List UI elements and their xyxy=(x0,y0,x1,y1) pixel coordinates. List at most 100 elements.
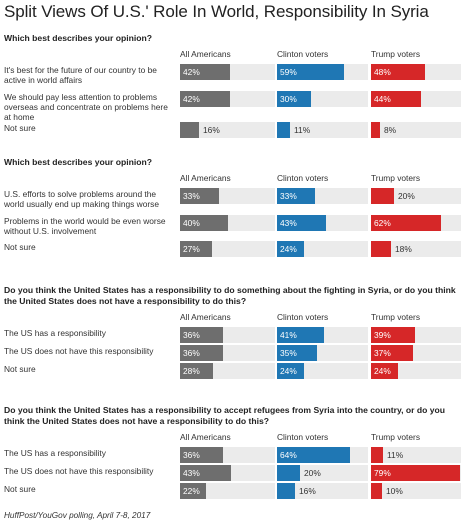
column-header: Clinton voters xyxy=(277,312,329,322)
bar xyxy=(371,345,413,361)
bar-track: 11% xyxy=(277,122,368,138)
row-label: U.S. efforts to solve problems around th… xyxy=(4,189,160,209)
bar-track: 42% xyxy=(180,64,275,80)
bar xyxy=(371,215,441,231)
data-label: 35% xyxy=(280,348,297,358)
data-label: 39% xyxy=(374,330,391,340)
data-label: 41% xyxy=(280,330,297,340)
data-label: 24% xyxy=(280,244,297,254)
bar-track: 62% xyxy=(371,215,461,231)
question-text: Which best describes your opinion? xyxy=(4,33,153,43)
bar xyxy=(180,327,223,343)
bar-track: 24% xyxy=(277,363,368,379)
bar xyxy=(180,363,213,379)
column-header: Clinton voters xyxy=(277,173,329,183)
bar xyxy=(277,188,315,204)
data-label: 28% xyxy=(183,366,200,376)
column-header: Trump voters xyxy=(371,173,421,183)
bar-track: 20% xyxy=(277,465,368,481)
row-label: Not sure xyxy=(4,484,36,494)
bar-track: 16% xyxy=(277,483,368,499)
column-header: Trump voters xyxy=(371,432,421,442)
data-label: 59% xyxy=(280,67,297,77)
data-label: 79% xyxy=(374,468,391,478)
data-label: 11% xyxy=(387,450,404,460)
data-label: 36% xyxy=(183,330,200,340)
data-label: 18% xyxy=(395,244,412,254)
data-label: 11% xyxy=(294,125,311,135)
bar xyxy=(371,188,394,204)
column-header: Clinton voters xyxy=(277,49,329,59)
question-text: Which best describes your opinion? xyxy=(4,157,153,167)
bar xyxy=(180,122,199,138)
data-label: 62% xyxy=(374,218,391,228)
bar-track: 33% xyxy=(277,188,368,204)
bar-track: 18% xyxy=(371,241,461,257)
bar-track: 33% xyxy=(180,188,275,204)
bar-track: 36% xyxy=(180,327,275,343)
data-label: 36% xyxy=(183,450,200,460)
bar-track: 22% xyxy=(180,483,275,499)
bar-track: 64% xyxy=(277,447,368,463)
bar xyxy=(277,91,311,107)
bar-track: 44% xyxy=(371,91,461,107)
bar xyxy=(277,447,350,463)
bar-track: 11% xyxy=(371,447,461,463)
bar xyxy=(371,241,391,257)
bar-track: 79% xyxy=(371,465,461,481)
data-label: 33% xyxy=(280,191,297,201)
row-label: The US has a responsibility xyxy=(4,328,106,338)
bar xyxy=(371,327,415,343)
column-header: Trump voters xyxy=(371,49,421,59)
column-header: Clinton voters xyxy=(277,432,329,442)
bar xyxy=(277,363,304,379)
data-label: 36% xyxy=(183,348,200,358)
bar xyxy=(371,91,421,107)
bar xyxy=(180,465,231,481)
bar-track: 43% xyxy=(277,215,368,231)
bar xyxy=(277,483,295,499)
bar xyxy=(371,465,460,481)
bar xyxy=(180,64,230,80)
bar xyxy=(371,64,425,80)
bar xyxy=(371,483,382,499)
column-header: All Americans xyxy=(180,49,231,59)
bar-track: 59% xyxy=(277,64,368,80)
column-header: All Americans xyxy=(180,432,231,442)
bar-track: 30% xyxy=(277,91,368,107)
row-label: Not sure xyxy=(4,242,36,252)
bar-track: 41% xyxy=(277,327,368,343)
data-label: 44% xyxy=(374,94,391,104)
data-label: 43% xyxy=(280,218,297,228)
question-text: Do you think the United States has a res… xyxy=(4,405,446,426)
bar xyxy=(180,215,228,231)
data-label: 10% xyxy=(386,486,403,496)
row-label: The US does not have this responsibility xyxy=(4,466,154,476)
bar xyxy=(180,241,212,257)
data-label: 16% xyxy=(299,486,316,496)
data-label: 37% xyxy=(374,348,391,358)
row-label: Problems in the world would be even wors… xyxy=(4,216,166,236)
bar xyxy=(180,483,206,499)
data-label: 43% xyxy=(183,468,200,478)
bar xyxy=(371,447,383,463)
bar-track: 39% xyxy=(371,327,461,343)
bar xyxy=(180,188,219,204)
row-label: We should pay less attention to problems… xyxy=(4,92,168,122)
data-label: 20% xyxy=(398,191,415,201)
row-label: Not sure xyxy=(4,364,36,374)
data-label: 42% xyxy=(183,67,200,77)
bar-track: 36% xyxy=(180,447,275,463)
data-label: 30% xyxy=(280,94,297,104)
question-text: Do you think the United States has a res… xyxy=(4,285,456,306)
bar xyxy=(277,64,344,80)
column-header: All Americans xyxy=(180,173,231,183)
row-label: Not sure xyxy=(4,123,36,133)
bar xyxy=(180,345,223,361)
column-header: Trump voters xyxy=(371,312,421,322)
chart-title: Split Views Of U.S.' Role In World, Resp… xyxy=(4,2,429,21)
bar xyxy=(277,241,304,257)
bar-track: 24% xyxy=(277,241,368,257)
bar-track: 20% xyxy=(371,188,461,204)
bar-track: 24% xyxy=(371,363,461,379)
